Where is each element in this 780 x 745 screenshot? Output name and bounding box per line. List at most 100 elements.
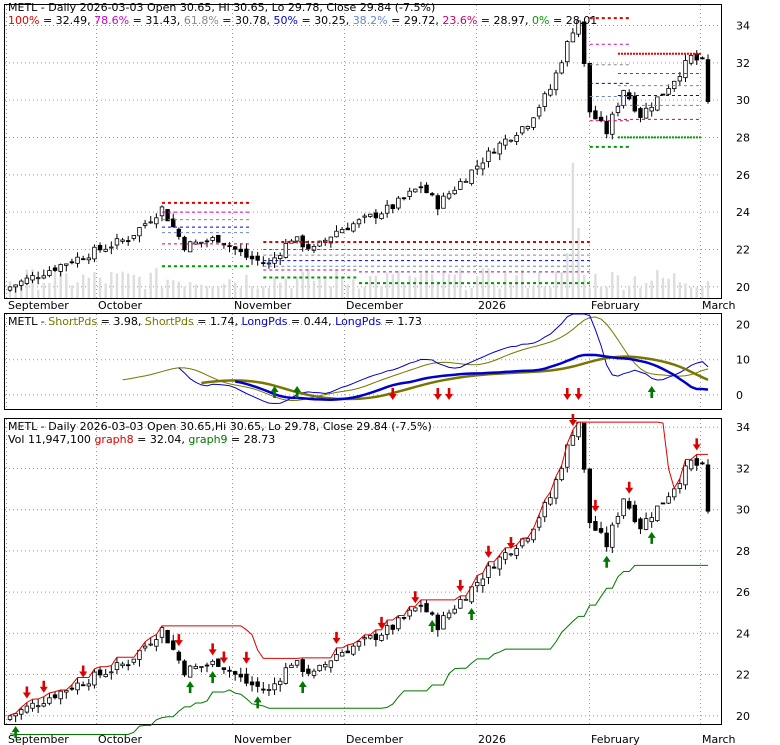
candle-body: [700, 462, 705, 465]
candle-body: [368, 635, 373, 639]
candle-body: [429, 612, 435, 615]
volume-bar: [667, 278, 670, 298]
candle-body: [593, 110, 598, 120]
candle-body: [221, 667, 227, 670]
candle-body: [69, 687, 75, 690]
candle-body: [311, 670, 317, 676]
candle-body: [232, 246, 238, 250]
candle-body: [638, 518, 643, 530]
sell-arrow: [377, 616, 386, 629]
volume-bar: [701, 286, 704, 298]
graph8-line: [9, 421, 708, 716]
candle-body: [86, 683, 92, 687]
candle-body: [508, 553, 514, 556]
candle-body: [283, 242, 289, 258]
candle-body: [328, 660, 334, 668]
candle-body: [238, 673, 243, 678]
candle-body: [97, 669, 103, 676]
sell-arrow: [574, 388, 583, 400]
volume-bar: [515, 275, 518, 298]
candle-body: [598, 528, 604, 533]
month-tick-label: December: [346, 299, 404, 312]
sell-arrow: [411, 591, 420, 604]
month-tick-label: October: [98, 733, 142, 745]
candle-body: [171, 218, 176, 228]
price-panel-frame: [4, 4, 722, 299]
candle-body: [446, 193, 452, 199]
candle-body: [187, 241, 193, 253]
candle-body: [446, 612, 452, 619]
volume-bar: [487, 268, 490, 298]
candle-body: [7, 715, 13, 720]
volume-bar: [273, 277, 276, 298]
candle-body: [351, 645, 356, 655]
candle-body: [52, 694, 58, 699]
candle-body: [621, 498, 626, 517]
candle-body: [261, 688, 266, 691]
candle-body: [536, 517, 542, 528]
volume-bar: [318, 278, 321, 298]
candle-body: [323, 663, 328, 668]
price-y-tick: 20: [736, 281, 750, 294]
candle-body: [35, 277, 41, 280]
candle-body: [525, 126, 531, 130]
candle-body: [114, 662, 120, 671]
volume-bar: [81, 274, 85, 298]
candle-body: [452, 608, 457, 614]
candle-body: [379, 213, 384, 220]
volume-bar: [644, 283, 648, 298]
candle-body: [598, 116, 604, 122]
candle-body: [570, 435, 576, 446]
candle-body: [19, 280, 24, 286]
fib-legend: 100% = 32.49, 78.6% = 31.43, 61.8% = 30.…: [8, 14, 597, 27]
volume-bar: [453, 274, 456, 298]
candle-body: [210, 660, 215, 665]
candle-body: [227, 669, 232, 672]
fib-38-label: 38.2%: [353, 14, 388, 27]
candle-body: [458, 181, 463, 190]
buy-arrow: [428, 619, 437, 632]
candle-body: [581, 21, 587, 64]
volume-bar: [419, 273, 423, 298]
grid-layer: [5, 5, 721, 724]
candle-body: [339, 652, 345, 657]
candle-body: [475, 582, 480, 587]
candle-body: [486, 565, 491, 578]
candle-body: [632, 504, 638, 523]
candle-body: [368, 213, 373, 217]
longpds-line-1: [178, 313, 709, 404]
candle-body: [351, 223, 356, 232]
shortpds-2-value: 1.74: [210, 315, 235, 328]
candle-body: [165, 209, 170, 222]
indicator-prefix: METL -: [8, 315, 48, 328]
candle-body: [649, 517, 654, 523]
fib-23-value: 28.97: [494, 14, 526, 27]
swing-y-tick: 24: [736, 627, 750, 640]
volume-bar: [31, 269, 34, 298]
candle-body: [610, 524, 615, 548]
volume-bar: [408, 275, 411, 298]
price-y-tick: 34: [736, 20, 750, 33]
shortpds-2-label: ShortPds: [145, 315, 194, 328]
candle-body: [401, 617, 407, 619]
volume-bar: [695, 287, 698, 298]
indicator-legend: METL - ShortPds = 3.98, ShortPds = 1.74,…: [8, 315, 422, 328]
candle-body: [182, 660, 187, 676]
candle-body: [480, 578, 486, 586]
candle-body: [570, 32, 576, 43]
candle-body: [407, 190, 412, 197]
swing-panel-frame: [4, 418, 722, 725]
volume-bar: [110, 272, 113, 298]
indicator-y-tick: 20: [736, 319, 750, 332]
graph9-label: graph9: [188, 433, 227, 446]
candle-body: [559, 62, 564, 74]
volume-bar: [166, 279, 169, 298]
volume-bar: [346, 284, 349, 298]
graph9-value: 28.73: [244, 433, 276, 446]
volume-bar: [335, 269, 338, 298]
volume-bar: [228, 279, 231, 298]
candle-body: [30, 702, 35, 709]
volume-bar: [459, 268, 462, 298]
volume-bar: [36, 289, 40, 298]
sell-arrow: [591, 499, 600, 512]
